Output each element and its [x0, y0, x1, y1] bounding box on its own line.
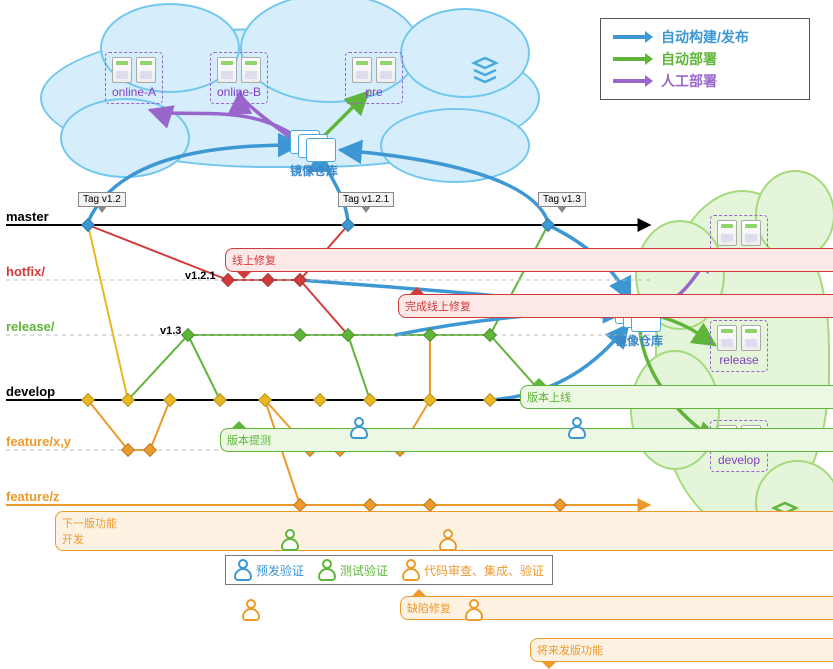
stack-icon [470, 55, 500, 90]
callout: 将来发版功能 [530, 638, 833, 662]
commit-dot [341, 218, 355, 232]
legend-label: 自动构建/发布 [661, 27, 749, 47]
bottom-legend-label: 预发验证 [256, 562, 304, 579]
commit-dot [363, 498, 377, 512]
version-label: v1.3 [160, 325, 181, 337]
server-icon [741, 220, 761, 246]
callout: 线上修复 [225, 248, 833, 272]
person-icon [350, 417, 368, 439]
tag-label: Tag v1.2 [78, 192, 126, 207]
tag-label: Tag v1.2.1 [338, 192, 394, 207]
commit-dot [181, 328, 195, 342]
tag-label: Tag v1.3 [538, 192, 586, 207]
commit-dot [423, 498, 437, 512]
legend-item: 人工部署 [611, 71, 799, 91]
commit-dot [163, 393, 177, 407]
commit-dot [121, 443, 135, 457]
tag-flag: Tag v1.3 [538, 192, 586, 207]
bottom-legend-label: 代码审查、集成、验证 [424, 562, 544, 579]
callout: 版本上线 [520, 385, 833, 409]
bottom-legend-label: 测试验证 [340, 562, 388, 579]
env-box: release [710, 320, 768, 372]
server-icon [376, 57, 396, 83]
tag-flag: Tag v1.2 [78, 192, 126, 207]
legend-item: 自动部署 [611, 49, 799, 69]
bottom-legend-item: 测试验证 [318, 559, 388, 581]
branch-label: master [6, 209, 49, 224]
version-label: v1.2.1 [185, 270, 216, 282]
legend-box: 自动构建/发布自动部署人工部署 [600, 18, 810, 100]
env-box: online-B [210, 52, 268, 104]
server-icon [112, 57, 132, 83]
env-box: pre [345, 52, 403, 104]
callout: 完成线上修复 [398, 294, 833, 318]
env-label: release [719, 353, 758, 367]
commit-dot [483, 393, 497, 407]
image-repo-label: 镜像仓库 [615, 332, 663, 349]
env-label: pre [365, 85, 382, 99]
server-icon [352, 57, 372, 83]
commit-dot [258, 393, 272, 407]
image-repo-label: 镜像仓库 [290, 162, 338, 179]
commit-dot [213, 393, 227, 407]
server-icon [217, 57, 237, 83]
commit-dot [293, 498, 307, 512]
diagram-root: { "canvas": { "w": 833, "h": 588 }, "col… [0, 0, 833, 588]
env-label: online-B [217, 85, 261, 99]
commit-dot [261, 273, 275, 287]
bottom-legend: 预发验证 测试验证 代码审查、集成、验证 [225, 555, 553, 585]
env-label: develop [718, 453, 760, 467]
bottom-legend-item: 代码审查、集成、验证 [402, 559, 544, 581]
person-icon [281, 529, 299, 551]
commit-dot [293, 273, 307, 287]
commit-dot [423, 328, 437, 342]
branch-label: develop [6, 384, 55, 399]
commit-dot [341, 328, 355, 342]
callout: 版本提测 [220, 428, 833, 452]
legend-label: 人工部署 [661, 71, 717, 91]
server-icon [136, 57, 156, 83]
commit-dot [553, 498, 567, 512]
person-icon [439, 529, 457, 551]
env-box: online-A [105, 52, 163, 104]
image-repo: 镜像仓库 [290, 130, 338, 179]
env-label: online-A [112, 85, 156, 99]
branch-label: release/ [6, 319, 54, 334]
commit-dot [313, 393, 327, 407]
person-icon [242, 599, 260, 621]
commit-dot [293, 328, 307, 342]
commit-dot [541, 218, 555, 232]
commit-dot [423, 393, 437, 407]
server-icon [717, 220, 737, 246]
person-icon [568, 417, 586, 439]
legend-label: 自动部署 [661, 49, 717, 69]
branch-label: hotfix/ [6, 264, 45, 279]
server-icon [741, 325, 761, 351]
server-icon [241, 57, 261, 83]
commit-dot [81, 393, 95, 407]
branch-label: feature/z [6, 489, 59, 504]
commit-dot [221, 273, 235, 287]
legend-item: 自动构建/发布 [611, 27, 799, 47]
commit-dot [143, 443, 157, 457]
bottom-legend-item: 预发验证 [234, 559, 304, 581]
commit-dot [121, 393, 135, 407]
person-icon [465, 599, 483, 621]
commit-dot [81, 218, 95, 232]
commit-dot [483, 328, 497, 342]
commit-dot [363, 393, 377, 407]
server-icon [717, 325, 737, 351]
tag-flag: Tag v1.2.1 [338, 192, 394, 207]
branch-label: feature/x,y [6, 434, 71, 449]
